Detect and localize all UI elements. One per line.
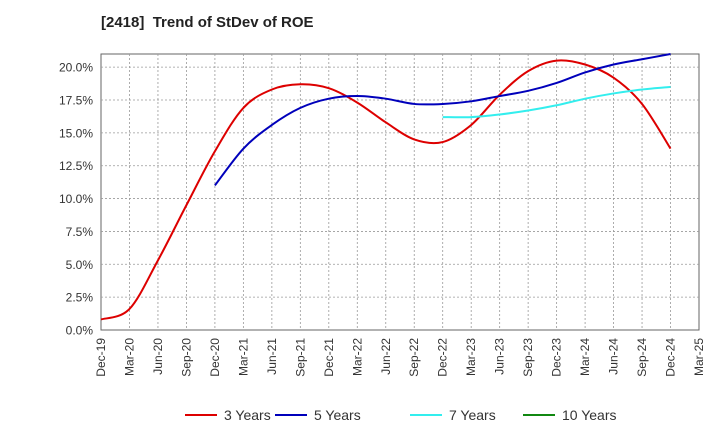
y-tick-label: 20.0%	[59, 61, 93, 75]
series-line-5-years	[214, 53, 671, 187]
x-tick-label: Sep-24	[635, 338, 649, 377]
x-tick-label: Dec-23	[550, 338, 564, 377]
y-tick-label: 10.0%	[59, 192, 93, 206]
legend-label-7-years: 7 Years	[449, 407, 496, 423]
x-tick-label: Jun-24	[607, 338, 621, 375]
legend-label-5-years: 5 Years	[314, 407, 361, 423]
series-lines	[100, 53, 672, 321]
grid-lines	[101, 54, 699, 330]
x-tick-label: Mar-23	[464, 338, 478, 376]
y-tick-label: 17.5%	[59, 94, 93, 108]
y-tick-label: 7.5%	[66, 225, 94, 239]
y-tick-label: 0.0%	[66, 324, 94, 338]
y-tick-label: 2.5%	[66, 291, 94, 305]
chart-title: [2418] Trend of StDev of ROE	[101, 14, 314, 31]
y-tick-labels: 0.0% 2.5% 5.0% 7.5% 10.0% 12.5% 15.0% 17.5% 20.0…	[59, 61, 93, 338]
legend: 3 Years 5 Years 7 Years 10 Years	[185, 407, 617, 423]
plot-area	[100, 53, 700, 331]
x-tick-label: Dec-19	[94, 338, 108, 377]
series-line-3-years	[100, 59, 672, 321]
legend-label-10-years: 10 Years	[562, 407, 617, 423]
x-tick-label: Mar-25	[692, 338, 706, 376]
x-tick-label: Jun-22	[379, 338, 393, 375]
x-tick-label: Mar-21	[236, 338, 250, 376]
x-tick-label: Dec-21	[322, 338, 336, 377]
x-tick-label: Mar-20	[122, 338, 136, 376]
series-line-7-years	[442, 85, 671, 119]
y-tick-label: 12.5%	[59, 159, 93, 173]
x-tick-label: Jun-23	[493, 338, 507, 375]
x-tick-label: Mar-24	[578, 338, 592, 376]
x-tick-label: Dec-24	[664, 338, 678, 377]
y-tick-label: 5.0%	[66, 258, 94, 272]
x-tick-labels: Dec-19 Mar-20 Jun-20 Sep-20 Dec-20 Mar-21 Jun-…	[94, 338, 706, 377]
x-tick-label: Jun-20	[151, 338, 165, 375]
x-tick-label: Sep-22	[407, 338, 421, 377]
x-tick-label: Sep-21	[293, 338, 307, 377]
x-tick-label: Mar-22	[350, 338, 364, 376]
x-tick-label: Sep-23	[521, 338, 535, 377]
x-tick-label: Jun-21	[265, 338, 279, 375]
x-tick-label: Dec-22	[436, 338, 450, 377]
y-tick-label: 15.0%	[59, 126, 93, 140]
legend-label-3-years: 3 Years	[224, 407, 271, 423]
x-tick-label: Dec-20	[208, 338, 222, 377]
x-tick-label: Sep-20	[179, 338, 193, 377]
